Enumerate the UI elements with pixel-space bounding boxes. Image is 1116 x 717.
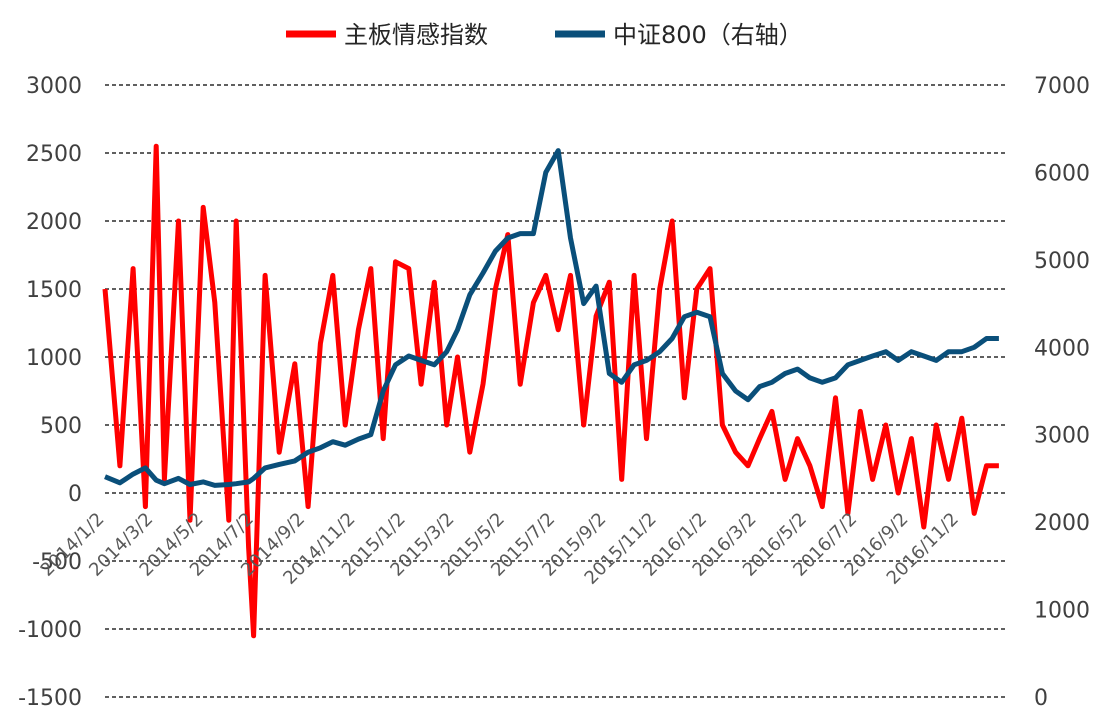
legend-item-sentiment: 主板情感指数 — [286, 21, 488, 49]
y-right-tick-label: 5000 — [1034, 249, 1090, 274]
y-right-tick-label: 7000 — [1034, 74, 1090, 99]
y-axis-left-ticks: 3000 2500 2000 1500 1000 500 0 -500 -1000 -1500 — [18, 74, 82, 711]
y-left-tick-label: -1000 — [18, 618, 82, 643]
series-line-sentiment — [102, 143, 999, 639]
y-right-tick-label: 4000 — [1034, 336, 1090, 361]
y-left-tick-label: 2500 — [26, 142, 82, 167]
y-right-tick-label: 6000 — [1034, 161, 1090, 186]
y-left-tick-label: 500 — [40, 414, 82, 439]
y-left-tick-label: 2000 — [26, 210, 82, 235]
y-left-tick-label: 0 — [68, 482, 82, 507]
y-right-tick-label: 2000 — [1034, 511, 1090, 536]
y-left-tick-label: 1500 — [26, 278, 82, 303]
x-axis-ticks: 2014/1/22014/3/22014/5/22014/7/22014/9/2… — [37, 509, 963, 589]
y-left-tick-label: 1000 — [26, 346, 82, 371]
legend-label-sentiment: 主板情感指数 — [344, 21, 488, 49]
series-line-csi800 — [104, 148, 999, 488]
legend-label-csi800: 中证800（右轴） — [613, 21, 803, 49]
legend-item-csi800: 中证800（右轴） — [555, 21, 803, 49]
legend: 主板情感指数 中证800（右轴） — [286, 21, 803, 49]
y-axis-right-ticks: 7000 6000 5000 4000 3000 2000 1000 0 — [1034, 74, 1090, 711]
series-layer — [102, 143, 999, 639]
y-right-tick-label: 0 — [1034, 686, 1048, 711]
y-right-tick-label: 1000 — [1034, 599, 1090, 624]
y-right-tick-label: 3000 — [1034, 424, 1090, 449]
y-left-tick-label: -500 — [32, 550, 82, 575]
y-left-tick-label: -1500 — [18, 686, 82, 711]
y-left-tick-label: 3000 — [26, 74, 82, 99]
